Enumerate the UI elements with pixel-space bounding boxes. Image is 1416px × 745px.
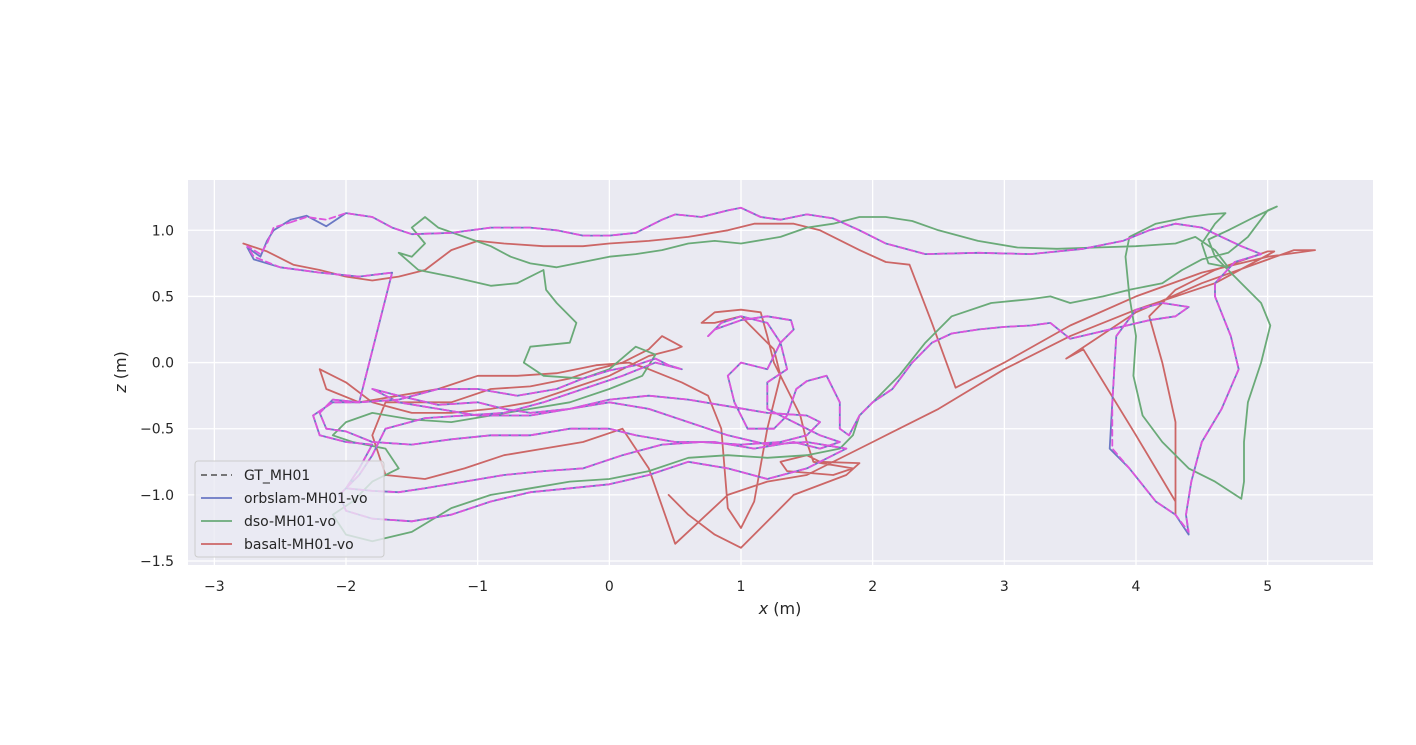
legend-label-1: orbslam-MH01-vo <box>244 491 368 507</box>
y-tick-label: −1.0 <box>140 488 174 504</box>
x-tick-label: 0 <box>605 579 614 595</box>
legend-label-2: dso-MH01-vo <box>244 514 336 530</box>
x-axis-label: x (m) <box>758 599 802 618</box>
series-layer <box>242 205 1316 549</box>
y-tick-label: −1.5 <box>140 554 174 570</box>
x-tick-labels: −3 −2 −1 0 1 2 3 4 5 <box>204 579 1272 595</box>
x-tick-label: 5 <box>1263 579 1272 595</box>
x-tick-label: 3 <box>1000 579 1009 595</box>
series-line-2 <box>331 205 1278 543</box>
series-line-0 <box>246 206 1262 533</box>
x-tick-label: −3 <box>204 579 225 595</box>
y-tick-label: 0.0 <box>152 356 174 372</box>
x-tick-label: −2 <box>336 579 357 595</box>
y-tick-label: 1.0 <box>152 223 174 239</box>
legend-label-3: basalt-MH01-vo <box>244 537 354 553</box>
y-axis-label: z (m) <box>111 351 130 394</box>
y-tick-label: 0.5 <box>152 289 174 305</box>
x-tick-label: 2 <box>868 579 877 595</box>
legend-box <box>194 460 385 558</box>
legend: GT_MH01 orbslam-MH01-vo dso-MH01-vo basalt-… <box>194 460 385 558</box>
y-tick-label: −0.5 <box>140 422 174 438</box>
legend-label-0: GT_MH01 <box>244 468 310 484</box>
x-tick-label: 4 <box>1132 579 1141 595</box>
x-tick-label: 1 <box>737 579 746 595</box>
x-tick-label: −1 <box>467 579 488 595</box>
y-tick-labels: −1.5 −1.0 −0.5 0.0 0.5 1.0 <box>140 223 174 570</box>
